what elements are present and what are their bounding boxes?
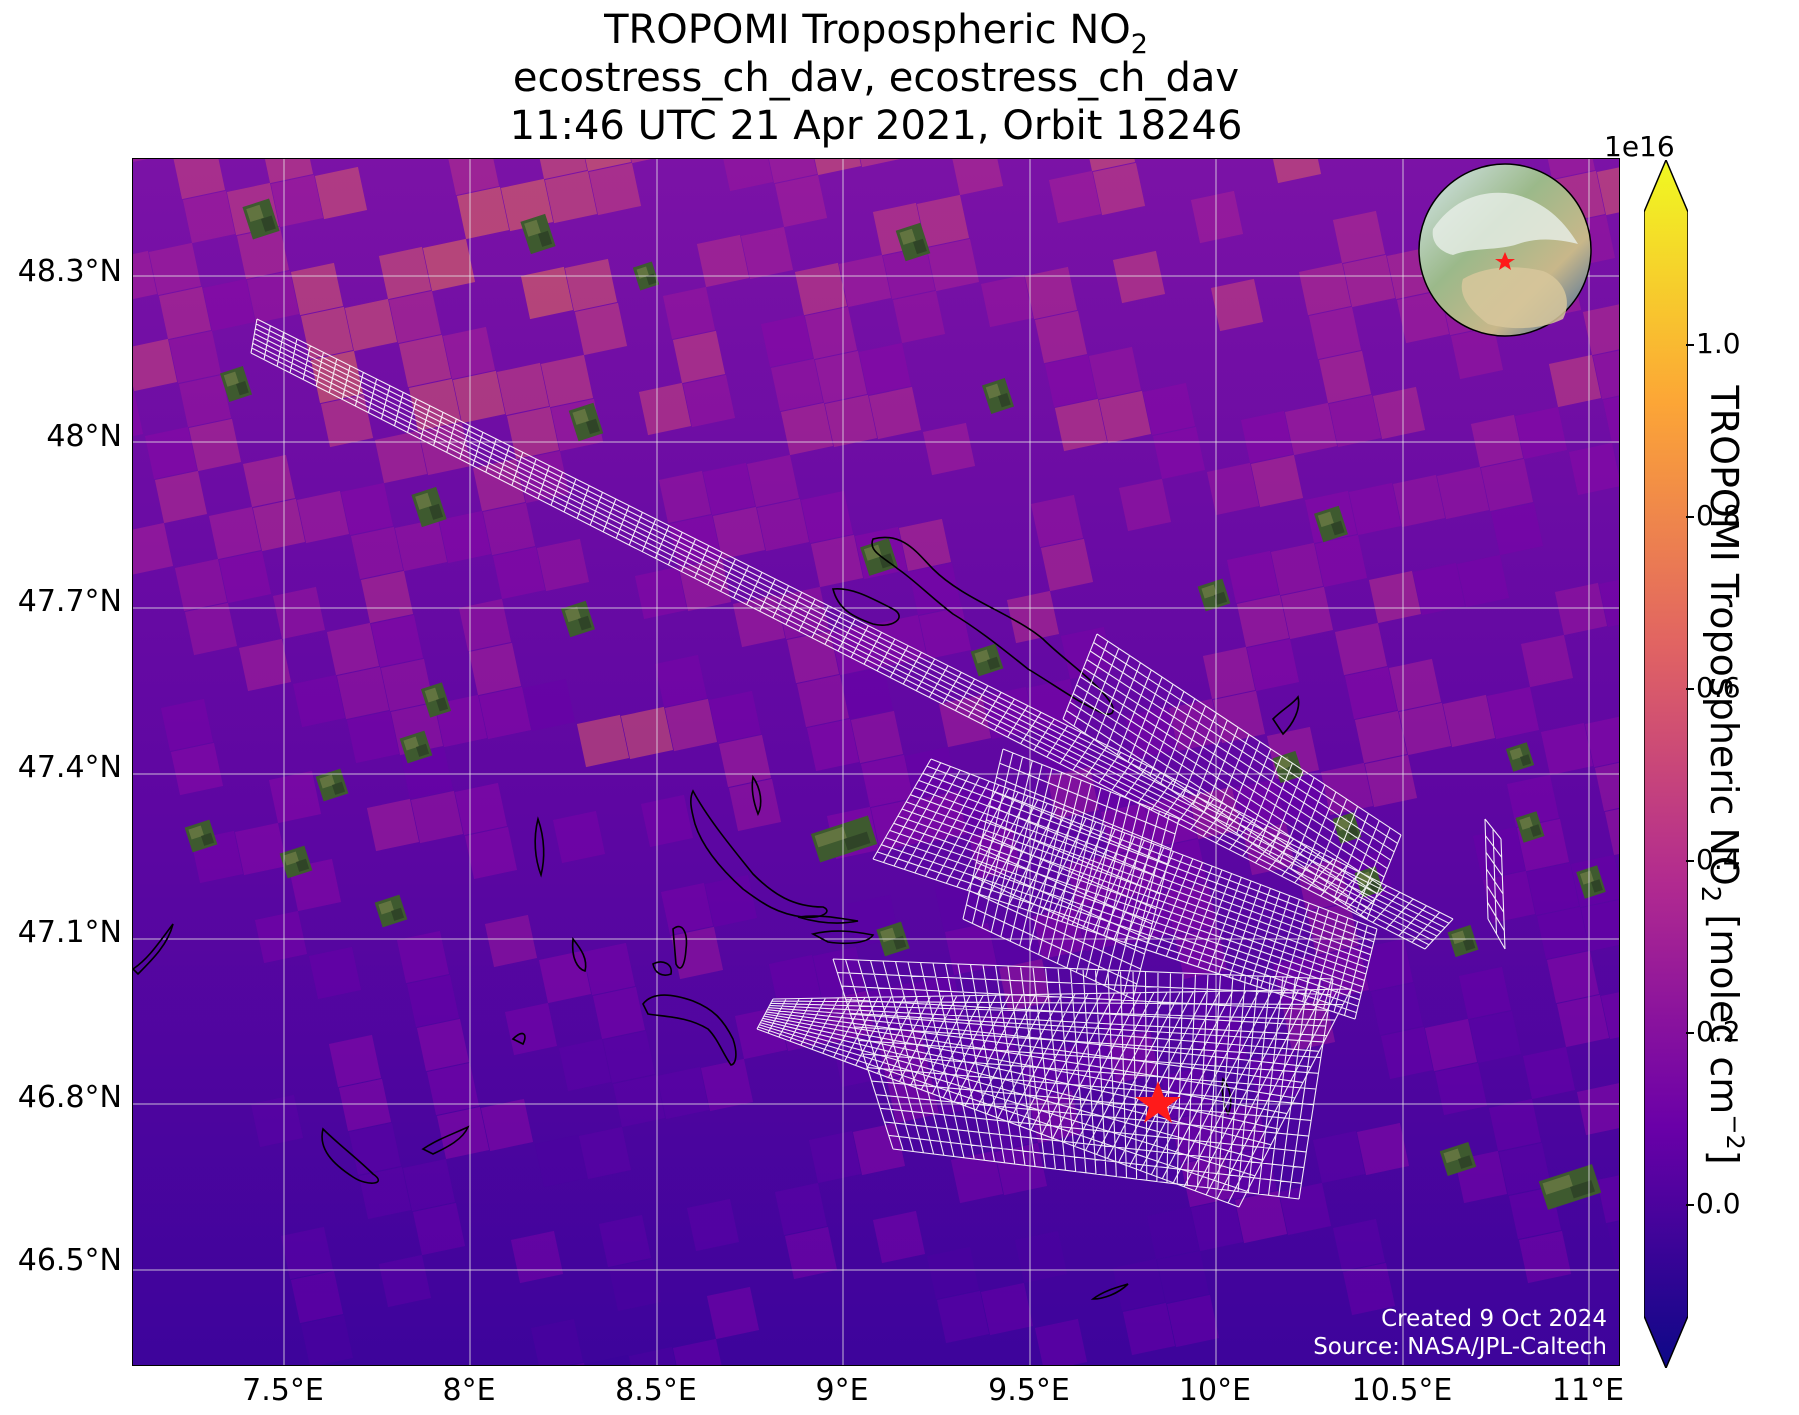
ecostress-scene-thumb: [1197, 578, 1231, 612]
lon-tick-label: 11°E: [1551, 1373, 1625, 1408]
colorbar-tickmark: [1686, 1032, 1694, 1034]
colorbar-tickmark: [1686, 1204, 1694, 1206]
lon-tick-label: 9°E: [815, 1373, 869, 1408]
inset-globe: [1418, 163, 1592, 337]
ecostress-scene-thumb: [1314, 505, 1348, 543]
lat-tick-label: 47.1°N: [17, 915, 122, 950]
ecostress-scene-thumb: [895, 222, 931, 262]
ecostress-scene-thumb: [184, 819, 218, 853]
map-panel[interactable]: [132, 158, 1620, 1366]
ecostress-scene-thumb: [1505, 742, 1535, 772]
chart-title: TROPOMI Tropospheric NO2: [604, 7, 1148, 60]
lon-tick-label: 7.5°E: [242, 1373, 324, 1408]
colorbar-exponent: 1e16: [1604, 130, 1675, 163]
lat-tick-label: 46.8°N: [17, 1080, 122, 1115]
ecostress-scene-thumb: [1447, 924, 1479, 958]
ecostress-scene-thumb: [219, 366, 253, 402]
ecostress-scene-thumb: [568, 402, 604, 442]
created-date: Created 9 Oct 2024: [1381, 1306, 1607, 1332]
ecostress-scene-thumb: [1354, 866, 1384, 898]
ecostress-scene-thumb: [561, 600, 595, 638]
lat-tick-label: 46.5°N: [17, 1243, 122, 1278]
lake-outlines: [133, 536, 1300, 1300]
colorbar-tick-label: 0.6: [1696, 671, 1741, 704]
colorbar-tick-label: 0.8: [1696, 499, 1741, 532]
inset-star-icon: [1495, 252, 1515, 270]
site-star-marker: [1135, 1081, 1181, 1123]
ecostress-scene-thumb: [279, 845, 313, 879]
ecostress-scene-thumb: [810, 815, 878, 863]
lat-tick-label: 48.3°N: [17, 254, 122, 289]
graticule: [133, 159, 1619, 1365]
colorbar-tick-label: 0.2: [1696, 1015, 1741, 1048]
ecostress-scene-thumb: [315, 768, 349, 802]
ecostress-scene-thumb: [970, 643, 1004, 677]
colorbar: [1644, 160, 1688, 1368]
lon-tick-label: 8°E: [442, 1373, 496, 1408]
chart-subtitle-time: 11:46 UTC 21 Apr 2021, Orbit 18246: [509, 103, 1243, 149]
ecostress-scene-thumb: [242, 198, 280, 240]
map-canvas: [133, 159, 1619, 1365]
ecostress-scene-thumb: [411, 486, 447, 528]
lon-tick-label: 10.5°E: [1351, 1373, 1453, 1408]
colorbar-tick-label: 1.0: [1696, 327, 1741, 360]
ecostress-scene-thumb: [1439, 1142, 1477, 1176]
lat-tick-label: 47.7°N: [17, 584, 122, 619]
lon-tick-label: 8.5°E: [615, 1373, 697, 1408]
lon-tick-label: 10°E: [1178, 1373, 1252, 1408]
map-attribution: Created 9 Oct 2024 Source: NASA/JPL-Calt…: [1313, 1305, 1607, 1361]
ecostress-scene-thumb: [399, 730, 433, 764]
lon-tick-label: 9.5°E: [988, 1373, 1070, 1408]
colorbar-tick-label: 0.4: [1696, 843, 1741, 876]
ecostress-scene-thumb: [520, 213, 556, 255]
ecostress-scene-thumb: [1515, 811, 1545, 843]
colorbar-tickmark: [1686, 860, 1694, 862]
ecostress-scene-thumb: [981, 378, 1015, 414]
lat-tick-label: 48°N: [46, 419, 122, 454]
source-credit: Source: NASA/JPL-Caltech: [1313, 1334, 1607, 1360]
chart-subtitle-targets: ecostress_ch_dav, ecostress_ch_dav: [512, 55, 1240, 101]
colorbar-tickmark: [1686, 688, 1694, 690]
ecostress-scene-thumb: [1576, 865, 1606, 899]
colorbar-label: TROPOMI Tropospheric NO2 [molec cm−2]: [1695, 385, 1749, 1165]
ecostress-scene-thumb: [420, 682, 452, 718]
colorbar-tick-label: 0.0: [1696, 1187, 1741, 1220]
ecostress-scene-thumb: [374, 894, 408, 928]
colorbar-tickmark: [1686, 516, 1694, 518]
lat-tick-label: 47.4°N: [17, 750, 122, 785]
colorbar-tickmark: [1686, 344, 1694, 346]
ecostress-footprint-grids: [250, 318, 1506, 1208]
